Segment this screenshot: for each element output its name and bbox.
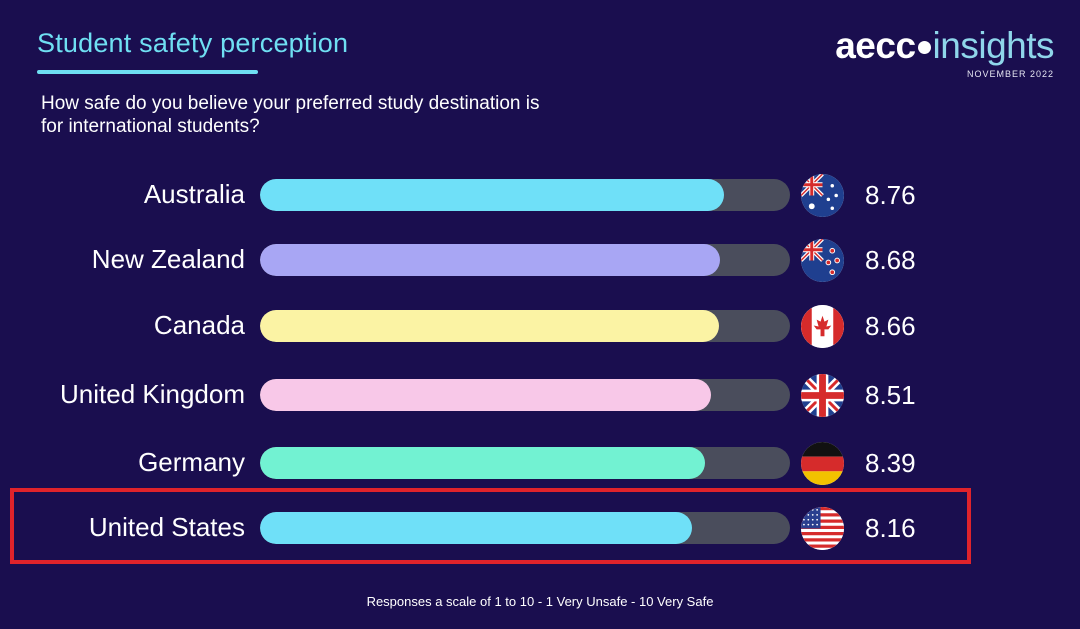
category-label: Australia: [143, 179, 245, 209]
brand-dot-icon: [917, 40, 931, 54]
value-label: 8.76: [865, 180, 916, 210]
chart-title: Student safety perception: [37, 28, 349, 58]
bar-track: [260, 244, 790, 276]
bar: [260, 179, 725, 211]
bar-track: [260, 447, 790, 479]
australia-flag-icon: [801, 174, 844, 217]
brand-aecc-text: aecc: [835, 25, 916, 66]
bar-track: [260, 310, 790, 342]
value-label: 8.68: [865, 245, 916, 275]
brand-insights-text: insights: [932, 25, 1055, 66]
value-label: 8.16: [865, 513, 916, 543]
value-label: 8.39: [865, 448, 916, 478]
category-label: Canada: [153, 310, 245, 340]
highlight-frame: [10, 488, 971, 564]
bar-track: [260, 512, 790, 544]
bar: [260, 244, 721, 276]
value-label: 8.66: [865, 311, 916, 341]
germany-flag-icon: [801, 442, 844, 485]
value-label: 8.51: [865, 380, 916, 410]
title-underline: [37, 70, 258, 74]
new-zealand-flag-icon: [801, 239, 844, 282]
scale-footnote: Responses a scale of 1 to 10 - 1 Very Un…: [366, 594, 714, 609]
category-label: United Kingdom: [60, 379, 245, 409]
bar: [260, 447, 705, 479]
brand-logo: aecc insights NOVEMBER 2022: [835, 25, 1055, 80]
bar: [260, 512, 693, 544]
canada-flag-icon: [801, 305, 844, 348]
bar: [260, 310, 719, 342]
bar-track: [260, 379, 790, 411]
bar-track: [260, 179, 790, 211]
category-label: New Zealand: [91, 244, 245, 274]
chart-subtitle: How safe do you believe your preferred s…: [41, 93, 540, 137]
category-label: United States: [88, 512, 245, 542]
category-label: Germany: [138, 447, 245, 477]
united-kingdom-flag-icon: [801, 374, 844, 417]
report-date: NOVEMBER 2022: [966, 69, 1054, 79]
bar: [260, 379, 712, 411]
